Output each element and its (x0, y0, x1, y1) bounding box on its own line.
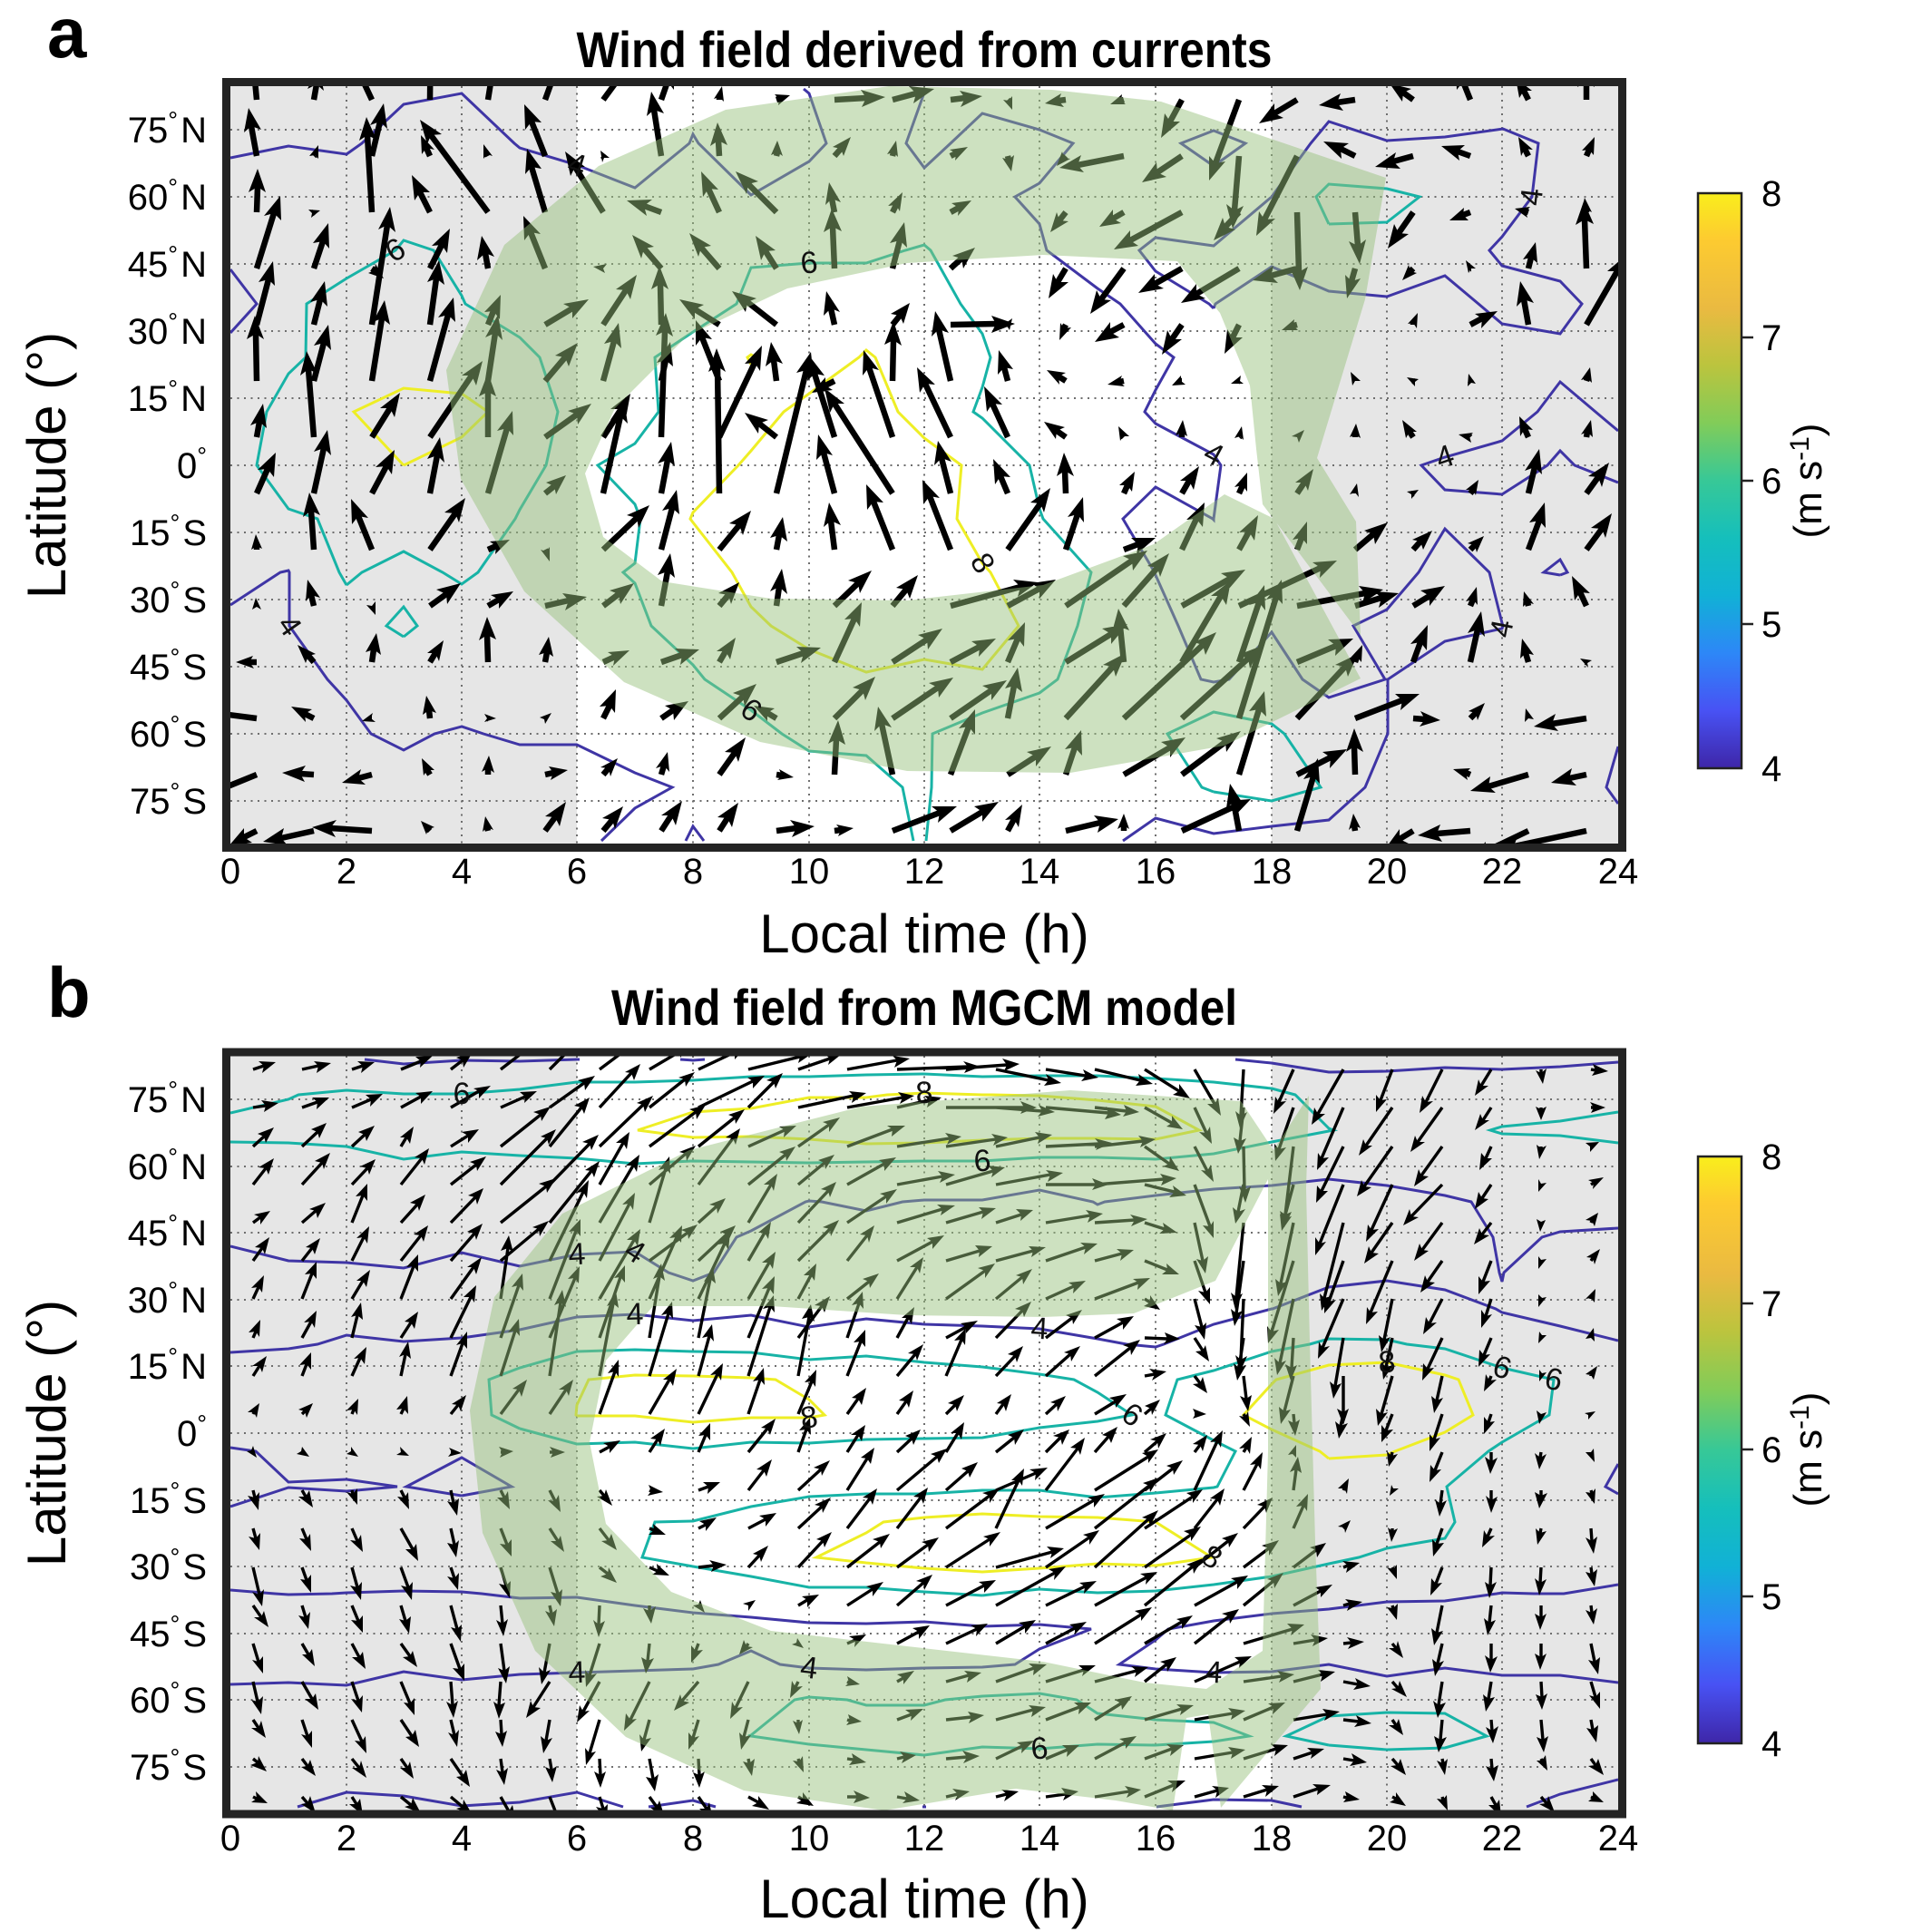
svg-text:20: 20 (1367, 852, 1408, 892)
svg-text:10: 10 (789, 1819, 830, 1859)
svg-text:12: 12 (904, 1819, 945, 1859)
svg-text:45°S: 45°S (130, 644, 207, 688)
svg-text:60°S: 60°S (130, 1677, 207, 1721)
svg-text:8: 8 (1378, 1345, 1397, 1381)
svg-text:0: 0 (220, 852, 240, 892)
svg-text:18: 18 (1252, 1819, 1293, 1859)
svg-text:2: 2 (337, 1819, 356, 1859)
svg-text:2: 2 (337, 852, 356, 892)
svg-text:Local time (h): Local time (h) (759, 1869, 1088, 1929)
svg-text:30°S: 30°S (130, 577, 207, 620)
svg-text:4: 4 (798, 1650, 819, 1686)
svg-text:22: 22 (1482, 1819, 1523, 1859)
svg-text:6: 6 (567, 1819, 587, 1859)
svg-text:6: 6 (1761, 462, 1781, 502)
svg-text:8: 8 (1761, 1137, 1781, 1177)
svg-text:14: 14 (1020, 852, 1060, 892)
svg-text:45°N: 45°N (128, 1210, 207, 1254)
svg-text:4: 4 (568, 1237, 587, 1273)
svg-text:15°N: 15°N (128, 376, 207, 419)
svg-text:6: 6 (1761, 1430, 1781, 1470)
svg-text:6: 6 (799, 245, 819, 281)
svg-text:75°S: 75°S (130, 1744, 207, 1788)
svg-text:4: 4 (1761, 1724, 1781, 1764)
svg-text:a: a (47, 0, 87, 73)
svg-text:15°S: 15°S (130, 1478, 207, 1521)
svg-text:4: 4 (1514, 186, 1550, 207)
svg-text:75°N: 75°N (128, 107, 207, 151)
svg-text:75°S: 75°S (130, 778, 207, 822)
svg-text:12: 12 (904, 852, 945, 892)
svg-text:6: 6 (1029, 1731, 1049, 1767)
svg-text:24: 24 (1598, 852, 1639, 892)
svg-text:8: 8 (1761, 174, 1781, 214)
svg-text:Latitude (°): Latitude (°) (16, 332, 77, 599)
svg-text:45°N: 45°N (128, 241, 207, 285)
svg-text:7: 7 (1761, 318, 1781, 358)
svg-text:b: b (47, 952, 91, 1032)
svg-text:8: 8 (915, 1076, 934, 1111)
svg-text:Latitude (°): Latitude (°) (16, 1300, 77, 1566)
svg-text:15°S: 15°S (130, 510, 207, 553)
svg-text:15°N: 15°N (128, 1343, 207, 1387)
svg-text:75°N: 75°N (128, 1077, 207, 1120)
svg-text:18: 18 (1252, 852, 1293, 892)
svg-text:60°S: 60°S (130, 711, 207, 755)
svg-text:8: 8 (683, 1819, 703, 1859)
svg-text:6: 6 (454, 1077, 471, 1111)
svg-text:6: 6 (973, 1144, 992, 1179)
svg-text:45°S: 45°S (130, 1611, 207, 1654)
svg-text:30°S: 30°S (130, 1544, 207, 1587)
svg-text:4: 4 (568, 1655, 586, 1691)
svg-text:Wind field from MGCM model: Wind field from MGCM model (611, 979, 1237, 1036)
svg-text:6: 6 (567, 852, 587, 892)
svg-text:Wind field derived from curren: Wind field derived from currents (577, 21, 1273, 78)
svg-text:30°N: 30°N (128, 308, 207, 352)
svg-text:5: 5 (1761, 1577, 1781, 1617)
svg-text:4: 4 (626, 1297, 644, 1332)
svg-text:7: 7 (1761, 1284, 1781, 1324)
svg-text:20: 20 (1367, 1819, 1408, 1859)
svg-text:30°N: 30°N (128, 1277, 207, 1321)
svg-text:14: 14 (1020, 1819, 1060, 1859)
svg-text:4: 4 (452, 1819, 472, 1859)
svg-text:60°N: 60°N (128, 174, 207, 218)
svg-text:8: 8 (683, 852, 703, 892)
svg-text:60°N: 60°N (128, 1144, 207, 1187)
svg-text:5: 5 (1761, 605, 1781, 645)
svg-text:4: 4 (1030, 1312, 1049, 1347)
svg-text:4: 4 (1205, 1655, 1224, 1691)
svg-text:24: 24 (1598, 1819, 1639, 1859)
svg-text:Local time (h): Local time (h) (759, 903, 1088, 964)
svg-text:4: 4 (1761, 749, 1781, 789)
svg-text:16: 16 (1136, 1819, 1176, 1859)
svg-text:4: 4 (452, 852, 472, 892)
svg-text:0: 0 (220, 1819, 240, 1859)
svg-text:10: 10 (789, 852, 830, 892)
svg-text:22: 22 (1482, 852, 1523, 892)
svg-text:16: 16 (1136, 852, 1176, 892)
